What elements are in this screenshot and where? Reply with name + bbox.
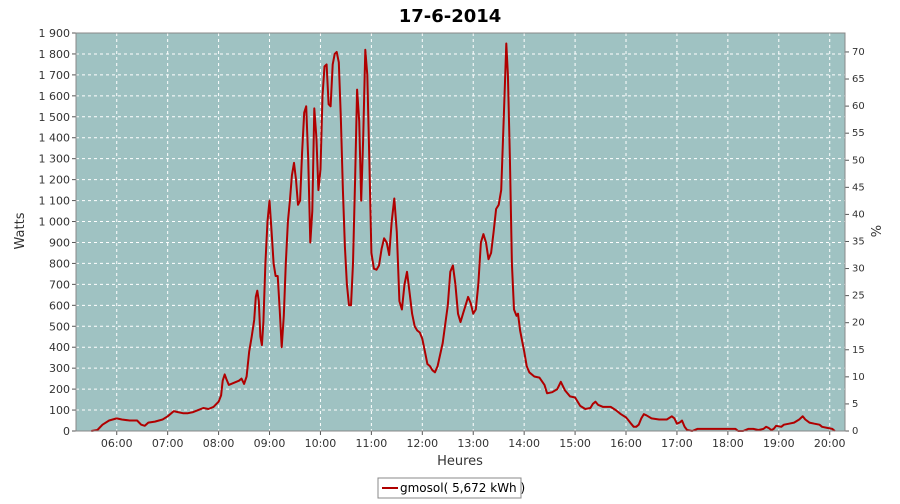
y-tick-label: 700 <box>49 278 70 291</box>
plot-frame <box>75 32 846 432</box>
series-line-0 <box>91 42 836 432</box>
x-tick-label: 10:00 <box>305 437 337 450</box>
y-axis-label: Watts <box>13 212 28 249</box>
x-tick-label: 20:00 <box>814 437 846 450</box>
x-tick-label: 07:00 <box>152 437 184 450</box>
y2-tick-label: 65 <box>852 74 865 85</box>
y2-tick-label: 35 <box>852 236 865 247</box>
y-tick-label: 100 <box>49 404 70 417</box>
x-tick-label: 16:00 <box>610 437 642 450</box>
x-tick-label: 11:00 <box>356 437 388 450</box>
x-tick-label: 19:00 <box>763 437 795 450</box>
y-tick-label: 900 <box>49 236 70 249</box>
grid-lines <box>76 32 845 432</box>
x-tick-label: 09:00 <box>254 437 286 450</box>
legend-box <box>377 477 522 499</box>
y2-tick-label: 30 <box>852 264 865 275</box>
y-tick-label: 0 <box>63 425 70 438</box>
y2-tick-label: 70 <box>852 47 865 58</box>
y-tick-label: 1 900 <box>39 27 71 40</box>
legend: gmosol( 5,672 kWh ) <box>377 477 525 499</box>
y-tick-label: 1 700 <box>39 69 71 82</box>
y2-tick-label: 5 <box>852 399 858 410</box>
x-tick-label: 18:00 <box>712 437 744 450</box>
y2-tick-label: 40 <box>852 209 865 220</box>
y-tick-label: 800 <box>49 257 70 270</box>
y-tick-label: 200 <box>49 383 70 396</box>
y2-tick-label: 50 <box>852 155 865 166</box>
plot-area <box>76 33 845 431</box>
y2-tick-label: 20 <box>852 318 865 329</box>
series-group <box>91 42 836 432</box>
y-tick-label: 1 500 <box>39 111 71 124</box>
x-tick-label: 15:00 <box>559 437 591 450</box>
y-tick-label: 400 <box>49 341 70 354</box>
y-tick-label: 1 000 <box>39 216 71 229</box>
legend-item-gmosol: gmosol( 5,672 kWh ) <box>400 481 525 495</box>
y2-tick-label: 25 <box>852 291 865 302</box>
x-tick-label: 12:00 <box>406 437 438 450</box>
y-tick-label: 1 400 <box>39 132 71 145</box>
y-tick-label: 1 300 <box>39 153 71 166</box>
y2-tick-label: 45 <box>852 182 865 193</box>
x-tick-label: 14:00 <box>508 437 540 450</box>
y-tick-label: 1 800 <box>39 48 71 61</box>
y2-tick-label: 0 <box>852 426 858 437</box>
y-tick-label: 300 <box>49 362 70 375</box>
x-tick-label: 17:00 <box>661 437 693 450</box>
x-tick-label: 13:00 <box>457 437 489 450</box>
y-tick-label: 600 <box>49 299 70 312</box>
x-tick-label: 08:00 <box>203 437 235 450</box>
y-tick-label: 1 100 <box>39 195 71 208</box>
axis-ticks: 06:00 07:00 08:00 09:00 10:00 11:00 12:00 13:00… <box>39 27 865 450</box>
x-axis-label: Heures <box>437 454 483 469</box>
y2-tick-label: 10 <box>852 372 865 383</box>
y-tick-label: 500 <box>49 320 70 333</box>
y2-axis-label: % <box>870 225 885 237</box>
y2-tick-label: 55 <box>852 128 865 139</box>
chart-title: 17-6-2014 <box>399 6 502 27</box>
y-tick-label: 1 200 <box>39 174 71 187</box>
y2-tick-label: 60 <box>852 101 865 112</box>
y2-tick-label: 15 <box>852 345 865 356</box>
y-tick-label: 1 600 <box>39 90 71 103</box>
x-tick-label: 06:00 <box>101 437 133 450</box>
